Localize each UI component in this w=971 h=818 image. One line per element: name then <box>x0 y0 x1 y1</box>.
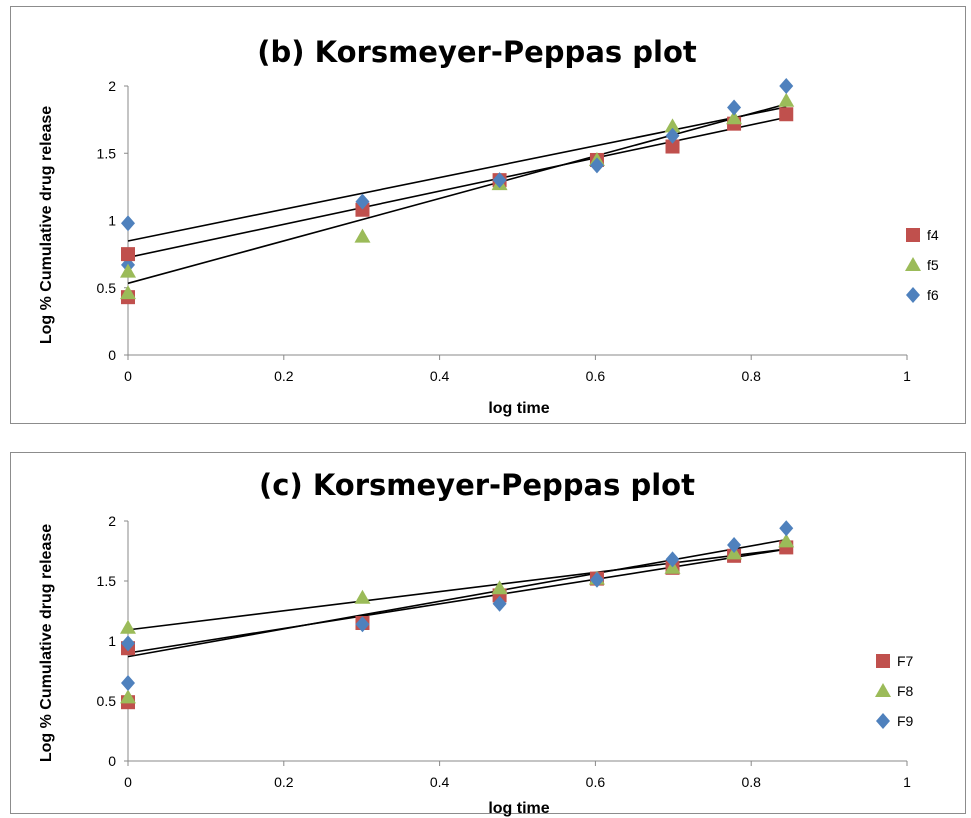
x-tick-label: 0 <box>124 774 132 790</box>
x-tick-label: 0.8 <box>741 774 761 790</box>
chart-c-svg: (c) Korsmeyer-Peppas plot log time Log %… <box>38 468 914 817</box>
data-point-f9 <box>589 571 604 588</box>
x-tick-label: 0.4 <box>430 774 450 790</box>
data-point-f4 <box>779 107 794 122</box>
data-point-f9 <box>121 675 135 691</box>
data-point-f4 <box>665 139 680 154</box>
data-point-f4 <box>121 247 135 262</box>
data-point-f6 <box>727 99 742 116</box>
data-point-f6 <box>665 127 680 144</box>
x-tick-label: 0.6 <box>586 774 606 790</box>
legend-marker-f4 <box>906 228 920 242</box>
y-tick-label: 0.5 <box>97 693 117 709</box>
x-tick-label: 1 <box>903 368 911 384</box>
chart-b-frame: (b) Korsmeyer-Peppas plot log time Log %… <box>10 6 966 424</box>
y-tick-label: 0 <box>108 753 116 769</box>
legend-label-f8: F8 <box>897 683 914 699</box>
legend-label-f9: F9 <box>897 713 914 729</box>
data-point-f9 <box>665 551 680 568</box>
trendline-f5 <box>127 103 787 285</box>
data-point-f8 <box>354 589 371 604</box>
legend-label-f6: f6 <box>927 287 939 303</box>
data-point-f6 <box>589 157 604 174</box>
y-tick-label: 1.5 <box>97 145 117 161</box>
data-point-f5 <box>726 110 743 125</box>
legend-marker-f6 <box>906 287 920 303</box>
y-tick-label: 0.5 <box>97 280 117 296</box>
y-tick-label: 2 <box>108 78 116 94</box>
chart-b-svg: (b) Korsmeyer-Peppas plot log time Log %… <box>38 35 939 417</box>
trendline-f9 <box>127 538 787 658</box>
data-point-f4 <box>355 202 370 217</box>
y-tick-label: 0 <box>108 347 116 363</box>
trendline-f8 <box>127 548 787 631</box>
chart-c-frame: (c) Korsmeyer-Peppas plot log time Log %… <box>10 452 966 817</box>
chart-c-ylabel: Log % Cumulative drug release <box>38 524 55 762</box>
chart-c-xlabel: log time <box>488 800 549 817</box>
y-tick-label: 1 <box>108 633 116 649</box>
x-tick-label: 0.2 <box>274 368 294 384</box>
legend-marker-f7 <box>876 654 890 668</box>
x-tick-label: 0.4 <box>430 368 450 384</box>
data-point-f6 <box>355 193 370 210</box>
data-point-f8 <box>120 689 136 704</box>
trendline-f6 <box>127 106 787 242</box>
trendline-f4 <box>127 116 787 259</box>
data-point-f9 <box>779 520 794 537</box>
x-tick-label: 1 <box>903 774 911 790</box>
data-point-f5 <box>120 285 136 300</box>
legend-marker-f9 <box>876 713 890 729</box>
legend-label-f5: f5 <box>927 257 939 273</box>
x-tick-label: 0.6 <box>586 368 606 384</box>
chart-c-title: (c) Korsmeyer-Peppas plot <box>259 468 695 502</box>
legend-marker-f5 <box>905 257 921 271</box>
y-tick-label: 1 <box>108 213 116 229</box>
chart-b-title: (b) Korsmeyer-Peppas plot <box>257 35 697 69</box>
data-point-f8 <box>491 580 508 595</box>
chart-b-xlabel: log time <box>488 400 549 417</box>
data-point-f6 <box>121 215 135 232</box>
legend-marker-f8 <box>875 683 891 697</box>
y-tick-label: 1.5 <box>97 573 117 589</box>
data-point-f8 <box>120 619 136 634</box>
data-point-f9 <box>492 595 507 612</box>
data-point-f5 <box>354 228 371 243</box>
data-point-f9 <box>727 537 742 553</box>
data-point-f9 <box>355 616 370 633</box>
x-tick-label: 0 <box>124 368 132 384</box>
data-point-f6 <box>779 78 794 94</box>
data-point-f5 <box>120 263 136 278</box>
trendline-f7 <box>127 548 787 654</box>
data-point-f5 <box>778 92 795 107</box>
legend-label-f7: F7 <box>897 653 914 669</box>
data-point-f9 <box>121 635 135 652</box>
chart-b-ylabel: Log % Cumulative drug release <box>38 106 55 344</box>
data-point-f5 <box>664 118 681 133</box>
x-tick-label: 0.8 <box>741 368 761 384</box>
x-tick-label: 0.2 <box>274 774 294 790</box>
legend-label-f4: f4 <box>927 227 939 243</box>
y-tick-label: 2 <box>108 513 116 529</box>
data-point-f8 <box>778 533 795 548</box>
data-point-f6 <box>492 172 507 189</box>
